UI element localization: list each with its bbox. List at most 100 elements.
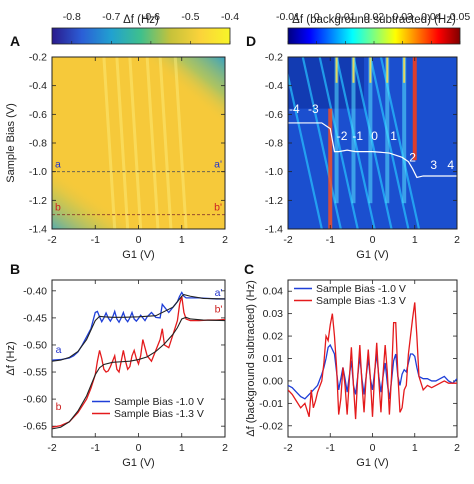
charge-state-label: 4 [447,158,454,172]
heatmap-hot-band [412,57,417,161]
y-axis-title: Sample Bias (V) [5,103,17,182]
x-axis-title: G1 (V) [122,249,154,261]
series-line [288,302,457,420]
heatmap-D [288,57,457,229]
plot-frame [287,56,458,230]
legend-label: Sample Bias -1.3 V [316,295,406,307]
x-tick-label: -1 [326,442,335,454]
y-tick-label: -0.8 [29,138,47,150]
colorbar-title: Δf (Hz) [123,14,159,26]
colorbar-tick-label: -0.7 [102,11,120,23]
y-tick-label: -0.02 [259,420,283,432]
y-tick-label: -0.4 [265,80,283,92]
y-tick-label: 0.03 [263,308,284,320]
fit-line [52,294,225,362]
colorbar [51,27,231,45]
heatmap-hot-spot [352,57,355,83]
series-group [288,302,457,420]
x-axis-title: G1 (V) [356,457,388,469]
charge-state-label: 0 [371,129,378,143]
y-tick-label: -0.4 [29,80,47,92]
colorbar-tick-label: 0.05 [450,11,471,23]
heatmap-hot-band [328,108,333,229]
colorbar-tick-label: -0.5 [181,11,199,23]
y-tick-label: -0.6 [29,109,47,121]
legend-label: Sample Bias -1.3 V [114,408,204,420]
heatmap-transition-band [385,57,390,204]
charge-state-label: -1 [352,129,363,143]
x-tick-label: 2 [454,442,460,454]
colorbar-tick-label: 0 [314,11,320,23]
heatmap-diag-stripe [301,57,342,229]
colorbar-tick-label: -0.01 [276,11,300,23]
heatmap-diag-stripe [352,57,393,229]
charge-state-label: -3 [308,102,319,116]
x-tick-label: 2 [454,234,460,246]
series-line [52,291,225,361]
y-tick-label: -0.45 [23,312,47,324]
panel-letter: D [246,33,256,49]
heatmap-transition-band [351,57,356,204]
heatmap-diag-stripe [318,57,359,229]
heatmap-transition-band [334,57,339,204]
x-tick-label: 1 [412,234,418,246]
x-tick-label: 2 [222,442,228,454]
cut-label-right: a' [214,159,222,171]
y-tick-label: -0.8 [265,138,283,150]
x-tick-label: -1 [326,234,335,246]
x-tick-label: 0 [370,442,376,454]
y-tick-label: -0.40 [23,285,47,297]
heatmap-hot-spot [403,57,406,83]
y-tick-label: 0.02 [263,331,284,343]
charge-state-label: -4 [289,102,300,116]
charge-step-line [288,122,457,179]
x-tick-label: -1 [91,234,100,246]
colorbar-tick-label: -0.4 [221,11,239,23]
heatmap-hot-spot [335,57,338,83]
y-tick-label: -0.55 [23,367,47,379]
heatmap-transition-band [402,57,407,204]
x-tick-label: 0 [136,234,142,246]
x-tick-label: -2 [283,234,292,246]
colorbar-tick-label: -0.6 [142,11,160,23]
x-tick-label: 1 [179,234,185,246]
heatmap-hot-spot [386,57,389,83]
heatmap-diag-stripe [369,57,410,229]
cut-label-left: b [55,202,61,214]
colorbar-tick-label: 0.01 [335,11,356,23]
charge-state-label: -2 [337,129,348,143]
heatmap-streak [158,57,173,229]
x-tick-label: -1 [91,442,100,454]
colorbar-title: Δf (background subtracted) (Hz) [292,14,456,26]
curve-marker: a' [215,287,223,299]
y-axis-title: Δf (Hz) [5,341,17,375]
curve-marker: b' [215,303,223,315]
heatmap-shade-bottomleft [52,151,139,229]
y-tick-label: 0.04 [263,286,284,298]
heatmap-diag-stripe [335,57,376,229]
x-tick-label: 1 [179,442,185,454]
heatmap-streak [102,57,117,229]
charge-state-label: 2 [409,151,416,165]
y-tick-label: -1.0 [29,166,47,178]
heatmap-shade-topright [141,57,225,135]
x-tick-label: 2 [222,234,228,246]
colorbar-tick-label: -0.8 [63,11,81,23]
y-tick-label: -0.65 [23,421,47,433]
y-axis-title: Δf (background subtracted) (Hz) [245,280,257,437]
y-tick-label: -0.01 [259,398,283,410]
series-line [288,343,457,400]
x-tick-label: -2 [47,442,56,454]
plot-frame [51,279,226,438]
cut-label-right: b' [214,202,222,214]
y-tick-label: -1.4 [265,224,283,236]
colorbar-tick-label: 0.02 [364,11,385,23]
y-tick-label: -1.4 [29,224,47,236]
heatmap-hot-spot [369,57,372,83]
fit-line [52,316,225,430]
panel-letter: A [10,33,20,49]
series-group [52,291,225,430]
y-tick-label: -0.50 [23,339,47,351]
heatmap-streak [145,57,160,229]
